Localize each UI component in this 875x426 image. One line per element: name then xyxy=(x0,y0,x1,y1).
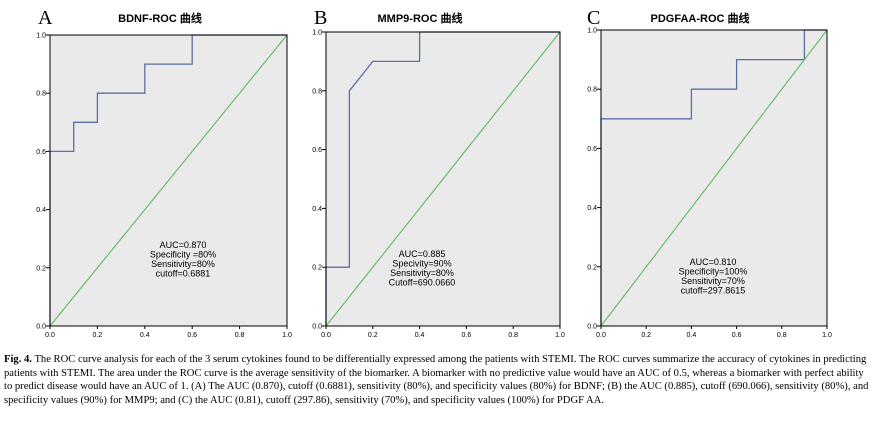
y-tick-label: 1.0 xyxy=(36,33,46,40)
y-tick-label: 0.2 xyxy=(36,265,46,272)
y-tick-label: 0.4 xyxy=(36,207,46,214)
x-tick-label: 0.6 xyxy=(462,332,472,339)
plot-border xyxy=(49,34,288,327)
panel-c: C PDGFAA-ROC 曲线 0.0 0.2 0.4 0.6 0.8 1.0 0.0 0.2 0.… xyxy=(587,7,832,339)
y-tick-label: 0.8 xyxy=(587,87,597,94)
x-tick-label: 1.0 xyxy=(555,332,565,339)
roc-figure: A BDNF-ROC 曲线 0.0 0.2 0.4 0.6 0.8 1.0 0.0 0.2 0.4 0… xyxy=(36,7,832,339)
y-tick-label: 0.6 xyxy=(587,146,597,153)
x-tick-label: 0.6 xyxy=(732,332,742,339)
plot-border xyxy=(600,29,828,327)
y-tick-label: 0.4 xyxy=(587,205,597,212)
annotation-text: cutoff=297.8615 xyxy=(681,286,746,296)
x-tick-label: 0.0 xyxy=(596,332,606,339)
caption-text: The ROC curve analysis for each of the 3… xyxy=(4,354,869,406)
annotation-text: Sensitivity=70% xyxy=(681,276,745,286)
roc-line xyxy=(325,31,560,326)
panel-letter: C xyxy=(587,7,600,29)
annotation-text: Sensitivity=80% xyxy=(390,268,454,278)
reference-line xyxy=(325,31,561,327)
x-tick-label: 0.4 xyxy=(140,332,150,339)
x-tick-label: 0.8 xyxy=(508,332,518,339)
chart-title: BDNF-ROC 曲线 xyxy=(118,11,202,25)
panel-b: B MMP9-ROC 曲线 0.0 0.2 0.4 0.6 0.8 1.0 0.0 0.2 0.4 0… xyxy=(312,7,565,339)
annotation-text: AUC=0.885 xyxy=(399,249,446,259)
annotation-text: Specificity=100% xyxy=(679,267,748,277)
chart-title: PDGFAA-ROC 曲线 xyxy=(651,11,750,25)
annotation-text: AUC=0.870 xyxy=(160,240,207,250)
x-tick-label: 0.8 xyxy=(235,332,245,339)
roc-line xyxy=(49,34,287,326)
y-tick-label: 0.8 xyxy=(312,88,322,95)
x-tick-label: 0.2 xyxy=(368,332,378,339)
x-tick-label: 0.8 xyxy=(777,332,787,339)
x-tick-label: 1.0 xyxy=(282,332,292,339)
panel-letter: B xyxy=(314,7,327,29)
plot-border xyxy=(325,31,561,327)
y-tick-label: 0.6 xyxy=(36,149,46,156)
y-tick-label: 1.0 xyxy=(587,28,597,35)
y-tick-label: 0.0 xyxy=(36,324,46,331)
roc-line xyxy=(600,29,827,326)
y-tick-label: 0.4 xyxy=(312,206,322,213)
annotation-text: Sensitivity=80% xyxy=(151,259,215,269)
x-tick-label: 0.6 xyxy=(187,332,197,339)
figure-caption: Fig. 4. The ROC curve analysis for each … xyxy=(4,353,870,407)
chart-title: MMP9-ROC 曲线 xyxy=(378,11,463,25)
y-tick-label: 0.0 xyxy=(312,324,322,331)
x-tick-label: 0.2 xyxy=(641,332,651,339)
annotation-text: AUC=0.810 xyxy=(690,257,737,267)
x-tick-label: 0.4 xyxy=(415,332,425,339)
annotation-text: Specivity=90% xyxy=(392,259,451,269)
y-tick-label: 0.2 xyxy=(312,265,322,272)
y-tick-label: 0.6 xyxy=(312,147,322,154)
x-tick-label: 0.2 xyxy=(93,332,103,339)
y-tick-label: 0.8 xyxy=(36,91,46,98)
annotation-text: Specificity =80% xyxy=(150,250,216,260)
y-tick-label: 0.0 xyxy=(587,324,597,331)
annotation-text: Cutoff=690.0660 xyxy=(389,278,456,288)
panel-letter: A xyxy=(38,7,53,29)
y-tick-label: 1.0 xyxy=(312,30,322,37)
y-tick-label: 0.2 xyxy=(587,264,597,271)
x-tick-label: 0.4 xyxy=(687,332,697,339)
annotation-text: cutoff=0.6881 xyxy=(156,269,211,279)
panel-a: A BDNF-ROC 曲线 0.0 0.2 0.4 0.6 0.8 1.0 0.0 0.2 0.4 0… xyxy=(36,7,292,339)
reference-line xyxy=(49,34,288,327)
x-tick-label: 0.0 xyxy=(45,332,55,339)
reference-line xyxy=(600,29,828,327)
x-tick-label: 0.0 xyxy=(321,332,331,339)
x-tick-label: 1.0 xyxy=(822,332,832,339)
caption-label: Fig. 4. xyxy=(4,354,32,365)
